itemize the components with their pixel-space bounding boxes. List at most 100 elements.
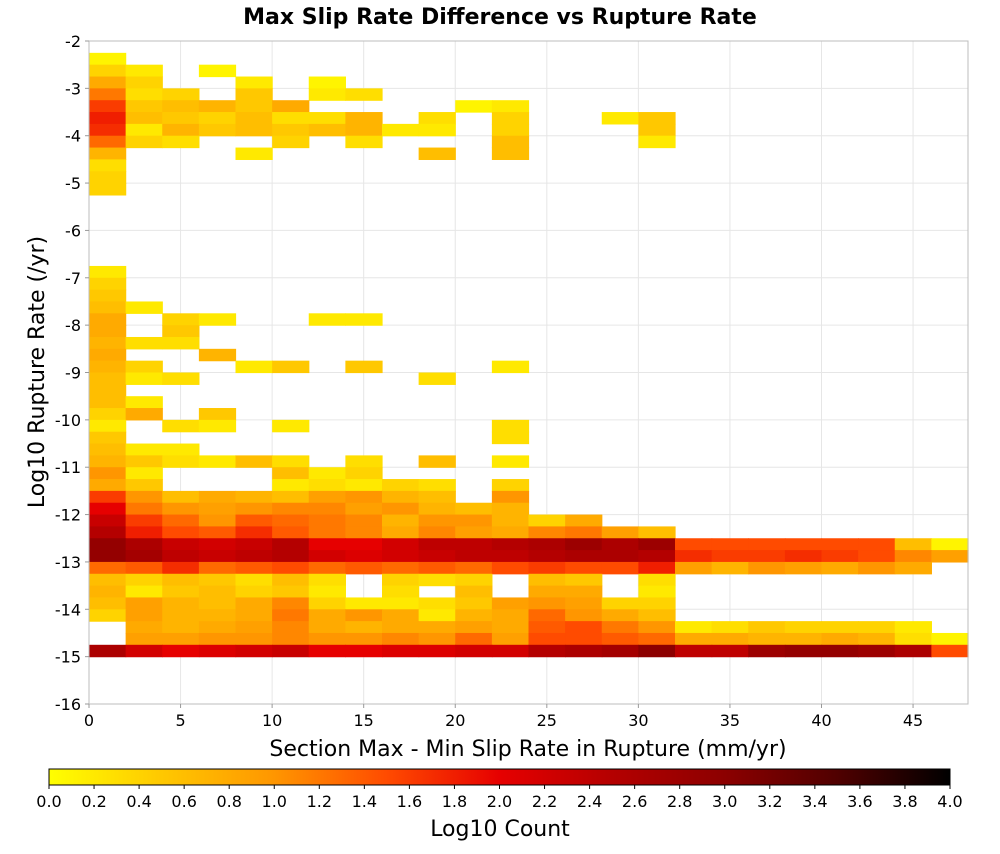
heatmap-cell (565, 585, 603, 599)
heatmap-cell (89, 455, 127, 468)
heatmap-cell (235, 621, 273, 634)
heatmap-cell (638, 573, 676, 587)
heatmap-cell (89, 88, 127, 101)
heatmap-cell (198, 561, 237, 575)
heatmap-cell (858, 561, 896, 575)
heatmap-cell (528, 526, 566, 539)
heatmap-cell (528, 573, 566, 587)
heatmap-cell (162, 561, 200, 575)
heatmap-cell (565, 597, 603, 610)
heatmap-cell (894, 550, 932, 563)
heatmap-cell (858, 538, 896, 551)
heatmap-cell (345, 609, 383, 622)
heatmap-cell (418, 526, 456, 539)
heatmap-cell (308, 479, 346, 492)
heatmap-cell (89, 443, 127, 456)
heatmap-cell (89, 408, 127, 421)
heatmap-cell (638, 123, 676, 137)
heatmap-cell (272, 455, 310, 468)
heatmap-cell (198, 632, 237, 646)
heatmap-cell (418, 490, 456, 504)
heatmap-cell (821, 550, 859, 563)
heatmap-cell (89, 336, 127, 350)
heatmap-cell (308, 585, 346, 599)
heatmap-cell (528, 609, 566, 622)
heatmap-cell (89, 396, 127, 409)
heatmap-cell (308, 490, 346, 504)
y-tick-label: -7 (65, 269, 81, 288)
heatmap-cell (382, 561, 420, 575)
colorbar-tick-label: 4.0 (937, 792, 962, 811)
x-tick-label: 0 (84, 711, 94, 730)
heatmap-cell (125, 360, 163, 374)
heatmap-cell (308, 313, 346, 326)
heatmap-cell (198, 514, 237, 528)
heatmap-cell (308, 573, 346, 587)
heatmap-cell (198, 526, 237, 539)
heatmap-cell (162, 573, 200, 587)
heatmap-cell (528, 597, 566, 610)
heatmap-cell (162, 502, 200, 516)
heatmap-cell (235, 147, 273, 160)
heatmap-cell (345, 455, 383, 468)
heatmap-cell (858, 644, 896, 658)
colorbar-tick-label: 3.4 (802, 792, 827, 811)
colorbar-tick-label: 1.6 (397, 792, 422, 811)
heatmap-cell (89, 585, 127, 599)
heatmap-cell (272, 135, 310, 149)
heatmap-cell (894, 621, 932, 634)
heatmap-cell (89, 277, 127, 291)
colorbar-tick-label: 3.6 (847, 792, 872, 811)
heatmap-cell (418, 538, 456, 551)
heatmap-cell (308, 550, 346, 563)
colorbar-gradient (48, 768, 951, 786)
heatmap-cell (308, 514, 346, 528)
heatmap-cell (894, 538, 932, 551)
heatmap-cell (89, 301, 127, 314)
heatmap-cell (125, 467, 163, 480)
heatmap-cell (89, 609, 127, 622)
colorbar-tick-label: 0.0 (36, 792, 61, 811)
heatmap-cell (894, 632, 932, 646)
heatmap-cell (675, 538, 713, 551)
heatmap-cell (711, 561, 749, 575)
heatmap-cell (235, 76, 273, 89)
heatmap-cell (894, 644, 932, 658)
heatmap-cell (382, 621, 420, 634)
heatmap-cell (528, 538, 566, 551)
heatmap-cell (89, 159, 127, 172)
heatmap-cell (601, 561, 639, 575)
heatmap-cell (272, 644, 310, 658)
x-tick-label: 10 (262, 711, 282, 730)
heatmap-cell (308, 644, 346, 658)
heatmap-cell (272, 609, 310, 622)
heatmap-cell (235, 455, 273, 468)
heatmap-cell (565, 573, 603, 587)
heatmap-cell (125, 479, 163, 492)
heatmap-cell (491, 490, 530, 504)
colorbar-label: Log10 Count (430, 817, 570, 842)
heatmap-cell (382, 490, 420, 504)
heatmap-cell (675, 621, 713, 634)
y-tick-label: -5 (65, 174, 81, 193)
heatmap-cell (272, 112, 310, 125)
heatmap-cell (711, 632, 749, 646)
heatmap-cell (601, 112, 639, 125)
heatmap-cell (125, 76, 163, 89)
heatmap-cell (491, 526, 530, 539)
heatmap-cell (345, 123, 383, 137)
heatmap-cell (748, 561, 786, 575)
heatmap-cell (89, 135, 127, 149)
heatmap-cell (345, 112, 383, 125)
heatmap-cell (418, 573, 456, 587)
heatmap-cell (162, 100, 200, 113)
heatmap-cell (125, 514, 163, 528)
heatmap-cell (345, 467, 383, 480)
y-tick-label: -10 (55, 411, 81, 430)
y-tick-label: -2 (65, 32, 81, 51)
heatmap-cell (345, 135, 383, 149)
heatmap-cell (821, 561, 859, 575)
heatmap-cell (235, 112, 273, 125)
heatmap-cell (784, 550, 823, 563)
heatmap-cell (748, 644, 786, 658)
